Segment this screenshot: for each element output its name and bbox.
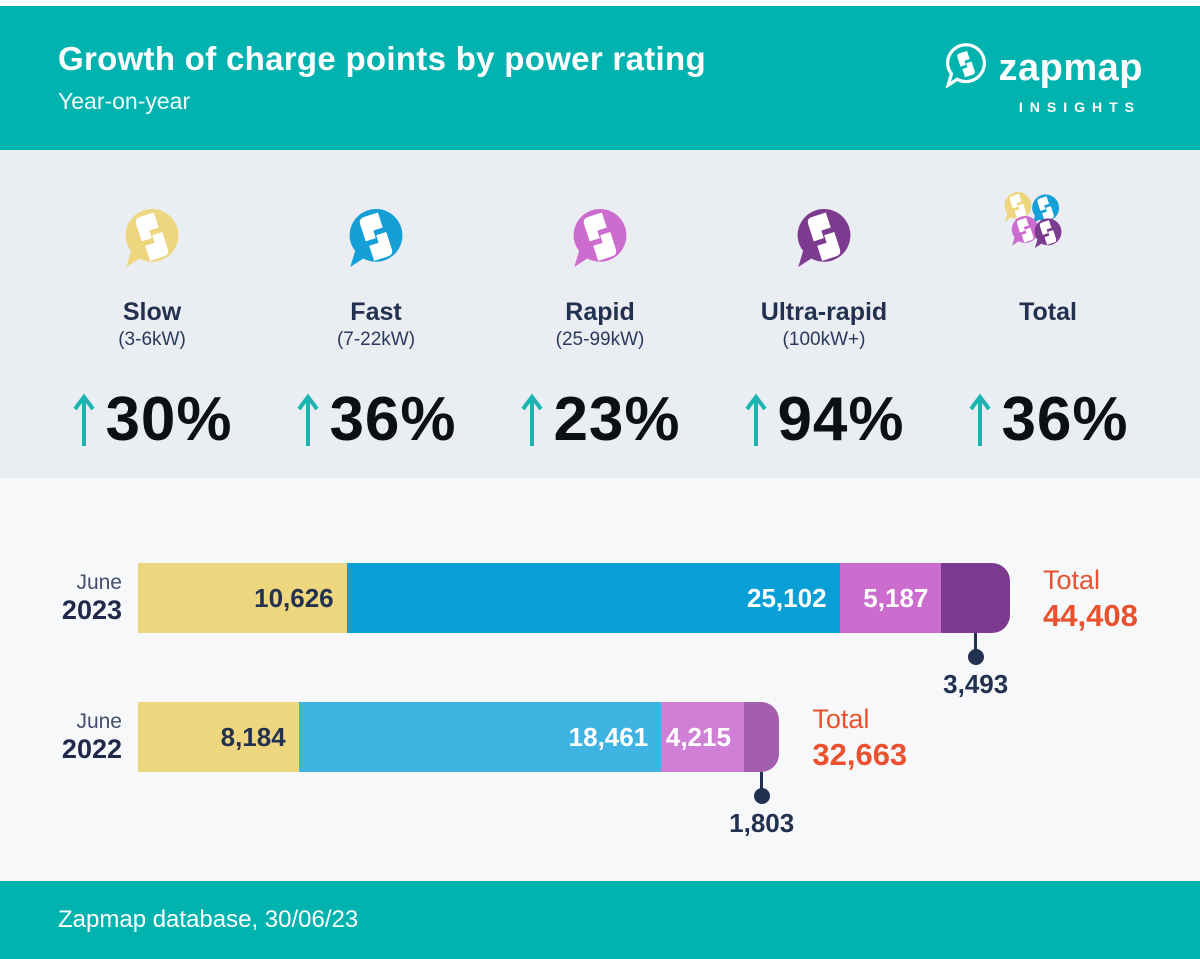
stat-percent: 23% <box>519 384 680 455</box>
up-arrow-icon <box>521 393 544 446</box>
segment-value: 18,461 <box>568 721 649 752</box>
segment-value: 10,626 <box>254 582 334 613</box>
stat-range: (25-99kW) <box>555 329 645 350</box>
row-label-2022: June 2022 <box>0 710 122 765</box>
stat-label: Ultra-rapid <box>760 298 888 326</box>
brand-tagline: INSIGHTS <box>1018 99 1141 115</box>
stat-label: Total <box>1019 298 1077 326</box>
stat-percent-value: 36% <box>1001 385 1129 454</box>
stat-label: Slow <box>122 298 182 326</box>
stat-label: Rapid <box>565 298 635 326</box>
total-word: Total <box>1043 565 1101 595</box>
zapmap-pin-glyph <box>944 43 986 89</box>
stacked-bar-2023: 10,626 25,102 5,187 <box>138 563 1010 633</box>
row-year: 2023 <box>61 595 122 625</box>
stat-range: (7-22kW) <box>336 329 416 350</box>
stats-band: Slow (3-6kW) 30% Fast (7-22kW) 36% Rapid (25-99… <box>0 150 1200 478</box>
stat-percent: 36% <box>295 384 456 455</box>
page-title: Growth of charge points by power rating <box>58 40 706 77</box>
total-charger-cluster-icon <box>1004 192 1062 248</box>
total-value: 32,663 <box>812 737 908 772</box>
total-word: Total <box>812 704 870 734</box>
chart-section: June 2023 10,626 25,102 5,187 3,493 Total 44,40… <box>0 478 1200 881</box>
header: Growth of charge points by power rating … <box>0 6 1200 150</box>
stacked-bar-2022: 8,184 18,461 4,215 <box>138 702 780 772</box>
bar-segment-rapid-2023: 5,187 <box>839 563 942 633</box>
brand-lockup: zapmap <box>943 42 1143 93</box>
callout-value-2022: 1,803 <box>729 808 795 838</box>
bar-segment-slow-2023: 10,626 <box>138 563 347 633</box>
callout-dot-2022 <box>753 788 770 804</box>
stat-percent: 94% <box>743 384 904 455</box>
row-label-2023: June 2023 <box>0 571 122 626</box>
slow-charger-pin-icon <box>125 208 179 268</box>
stat-fast: Fast (7-22kW) 36% <box>264 190 488 455</box>
callout-line-2022 <box>760 772 764 794</box>
stat-total: Total 36% <box>936 190 1160 455</box>
stat-percent-value: 23% <box>553 385 681 454</box>
stats-row: Slow (3-6kW) 30% Fast (7-22kW) 36% Rapid (25-99… <box>40 190 1160 455</box>
stat-range: (100kW+) <box>782 329 866 350</box>
row-month: June <box>76 571 122 594</box>
segment-value: 8,184 <box>220 721 286 752</box>
fast-charger-pin-icon <box>349 208 403 268</box>
bar-segment-ultra-2023 <box>941 563 1010 633</box>
stat-slow: Slow (3-6kW) 30% <box>40 190 264 455</box>
stat-icon-box <box>567 190 633 286</box>
total-block-2022: Total 32,663 <box>812 704 907 773</box>
up-arrow-icon <box>745 393 768 446</box>
stat-icon-box <box>1000 190 1096 286</box>
bar-segment-fast-2022: 18,461 <box>298 702 662 772</box>
stat-percent: 30% <box>71 384 232 455</box>
segment-value: 25,102 <box>747 582 827 613</box>
callout-value-2023: 3,493 <box>943 669 1009 699</box>
up-arrow-icon <box>73 393 96 446</box>
footer: Zapmap database, 30/06/23 <box>0 881 1200 959</box>
total-block-2023: Total 44,408 <box>1043 565 1138 634</box>
stat-icon-box <box>119 190 185 286</box>
bar-segment-ultra-2022 <box>743 702 780 772</box>
brand-logo: zapmap INSIGHTS <box>943 42 1143 115</box>
segment-value: 5,187 <box>863 582 929 613</box>
ultra-charger-pin-icon <box>797 208 851 268</box>
row-month: June <box>76 710 122 733</box>
bar-segment-fast-2023: 25,102 <box>346 563 840 633</box>
callout-line-2023 <box>974 633 978 655</box>
source-note: Zapmap database, 30/06/23 <box>58 906 359 933</box>
stat-range: (3-6kW) <box>118 329 186 350</box>
stat-percent-value: 36% <box>329 385 457 454</box>
stat-percent: 36% <box>967 384 1128 455</box>
stat-ultra: Ultra-rapid (100kW+) 94% <box>712 190 936 455</box>
rapid-charger-pin-icon <box>573 208 627 268</box>
bar-segment-slow-2022: 8,184 <box>138 702 299 772</box>
stat-icon-box <box>343 190 409 286</box>
callout-dot-2023 <box>967 649 984 665</box>
segment-value: 4,215 <box>665 721 731 752</box>
stat-icon-box <box>791 190 857 286</box>
row-year: 2022 <box>61 734 122 764</box>
stat-label: Fast <box>350 298 402 326</box>
zapmap-pin-icon <box>943 42 989 93</box>
up-arrow-icon <box>969 393 992 446</box>
bar-segment-rapid-2022: 4,215 <box>661 702 744 772</box>
brand-name: zapmap <box>998 46 1143 89</box>
stat-percent-value: 94% <box>777 385 905 454</box>
up-arrow-icon <box>297 393 320 446</box>
page-subtitle: Year-on-year <box>58 88 191 114</box>
stat-rapid: Rapid (25-99kW) 23% <box>488 190 712 455</box>
total-value: 44,408 <box>1043 598 1138 633</box>
stat-percent-value: 30% <box>105 385 233 454</box>
